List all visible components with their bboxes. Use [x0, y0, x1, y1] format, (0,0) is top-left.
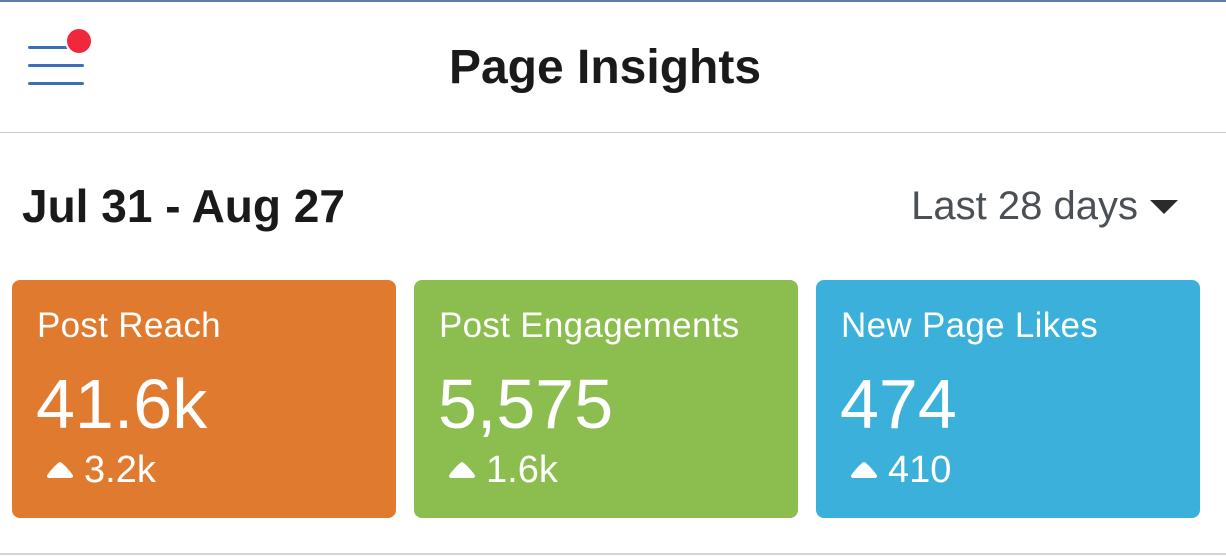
- period-dropdown-value: Last 28 days: [911, 184, 1138, 228]
- post-reach-card[interactable]: Post Reach 41.6k 3.2k: [12, 280, 396, 518]
- card-delta-value: 3.2k: [84, 449, 156, 491]
- period-dropdown[interactable]: Last 28 days: [911, 180, 1178, 232]
- card-title: Post Engagements: [439, 306, 740, 345]
- card-delta: 3.2k: [46, 448, 156, 492]
- arrow-up-icon: [47, 462, 73, 478]
- menu-button[interactable]: [24, 29, 91, 94]
- card-title: New Page Likes: [841, 306, 1099, 345]
- arrow-up-icon: [449, 462, 475, 478]
- hamburger-bar: [28, 82, 84, 85]
- date-range-label: Jul 31 - Aug 27: [22, 180, 345, 232]
- card-delta-value: 1.6k: [486, 449, 558, 491]
- metric-cards: Post Reach 41.6k 3.2k Post Engagements 5…: [10, 280, 1200, 518]
- card-title: Post Reach: [37, 306, 221, 345]
- caret-down-icon: [1150, 200, 1178, 214]
- card-delta: 410: [850, 448, 951, 492]
- card-delta-value: 410: [888, 449, 952, 491]
- page-title: Page Insights: [448, 41, 762, 94]
- new-page-likes-card[interactable]: New Page Likes 474 410: [816, 280, 1200, 518]
- post-engagements-card[interactable]: Post Engagements 5,575 1.6k: [414, 280, 798, 518]
- card-value: 41.6k: [36, 365, 208, 443]
- hamburger-menu-icon: [28, 46, 84, 49]
- card-value: 474: [840, 365, 957, 443]
- top-divider: [0, 0, 1226, 2]
- card-value: 5,575: [438, 365, 614, 443]
- app-header: Page Insights: [0, 2, 1226, 133]
- arrow-up-icon: [851, 462, 877, 478]
- card-delta: 1.6k: [448, 448, 558, 492]
- notification-dot-icon: [67, 29, 91, 53]
- bottom-divider: [0, 553, 1226, 555]
- hamburger-bar: [28, 64, 84, 67]
